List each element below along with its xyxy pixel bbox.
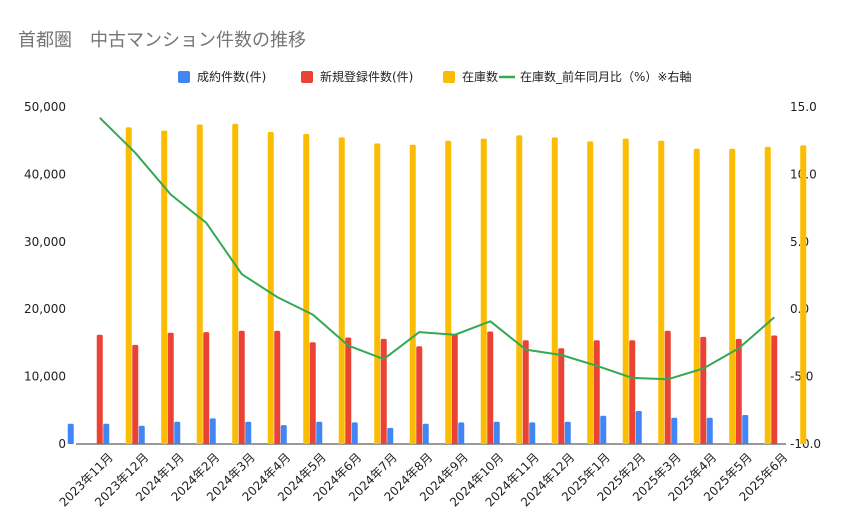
bar-inventory [764, 146, 771, 445]
bar-inventory [729, 148, 736, 444]
bar-contracts [351, 422, 358, 444]
bar-inventory [267, 131, 274, 445]
bar-new-listings [629, 340, 636, 444]
bar-contracts [671, 417, 678, 444]
bar-inventory [800, 145, 807, 444]
bar-contracts [493, 421, 500, 444]
bar-inventory [480, 138, 487, 445]
bar-new-listings [522, 340, 529, 444]
legend-swatch [178, 71, 190, 83]
bar-new-listings [735, 338, 742, 444]
bar-inventory [196, 124, 203, 445]
bar-inventory [125, 127, 132, 444]
left-axis-tick-label: 10,000 [24, 370, 66, 384]
bar-contracts [742, 415, 749, 444]
bar-series [67, 123, 807, 445]
bar-contracts [280, 425, 287, 444]
bar-contracts [103, 423, 110, 444]
bar-contracts [600, 415, 607, 444]
bar-contracts [67, 423, 74, 444]
left-axis-tick-label: 30,000 [24, 235, 66, 249]
right-axis-tick-label: 15.0 [790, 100, 817, 114]
bar-new-listings [487, 331, 494, 444]
legend-swatch [301, 71, 313, 83]
yoy-line [99, 117, 775, 381]
bar-new-listings [593, 340, 600, 444]
line-series [99, 117, 775, 381]
bar-new-listings [203, 332, 210, 444]
bar-contracts [458, 422, 465, 444]
bar-new-listings [416, 346, 423, 444]
bar-inventory [338, 137, 345, 444]
bar-contracts [564, 421, 571, 444]
bar-contracts [209, 418, 216, 444]
bar-new-listings [664, 330, 671, 444]
legend-label: 新規登録件数(件) [320, 69, 413, 84]
bar-contracts [422, 423, 429, 444]
bar-inventory [232, 123, 239, 444]
legend: 成約件数(件) 新規登録件数(件) 在庫数 在庫数_前年同月比（%）※右軸 [178, 69, 691, 84]
bar-inventory [161, 130, 168, 444]
bar-inventory [516, 135, 523, 445]
chart-title: 首都圏 中古マンション件数の推移 [18, 30, 306, 51]
x-axis-ticks: 2023年11月2023年12月2024年1月2024年2月2024年3月202… [57, 450, 791, 509]
bar-new-listings [451, 334, 458, 444]
bar-new-listings [700, 336, 707, 444]
left-axis-tick-label: 50,000 [24, 100, 66, 114]
legend-label: 在庫数 [462, 69, 498, 84]
bar-inventory [587, 141, 594, 444]
left-axis-tick-label: 0 [58, 437, 66, 451]
bar-inventory [303, 133, 310, 444]
bar-new-listings [558, 348, 565, 444]
bar-new-listings [238, 330, 245, 444]
bar-contracts [635, 410, 642, 444]
bar-new-listings [167, 332, 174, 444]
left-axis-tick-label: 40,000 [24, 167, 66, 181]
left-axis-ticks: 0 10,000 20,000 30,000 40,000 50,000 [24, 100, 66, 451]
bar-new-listings [771, 335, 778, 444]
bar-contracts [387, 427, 394, 444]
legend-label: 在庫数_前年同月比（%）※右軸 [520, 69, 691, 84]
legend-label: 成約件数(件) [197, 69, 266, 84]
bar-contracts [529, 422, 536, 444]
bar-inventory [445, 140, 452, 444]
bar-new-listings [96, 334, 103, 444]
legend-swatch [443, 71, 455, 83]
left-axis-tick-label: 20,000 [24, 302, 66, 316]
bar-new-listings [274, 330, 281, 444]
bar-contracts [138, 425, 145, 444]
bar-inventory [409, 144, 416, 444]
bar-contracts [706, 417, 713, 444]
bar-new-listings [345, 337, 352, 444]
bar-inventory [693, 148, 700, 444]
bar-contracts [316, 421, 323, 444]
bar-new-listings [132, 344, 139, 444]
bar-inventory [551, 137, 558, 444]
bar-inventory [374, 143, 381, 444]
bar-inventory [658, 140, 665, 444]
bar-new-listings [380, 338, 387, 444]
bar-contracts [245, 421, 252, 444]
bar-contracts [174, 421, 181, 444]
bar-new-listings [309, 342, 316, 444]
bar-inventory [622, 138, 629, 445]
